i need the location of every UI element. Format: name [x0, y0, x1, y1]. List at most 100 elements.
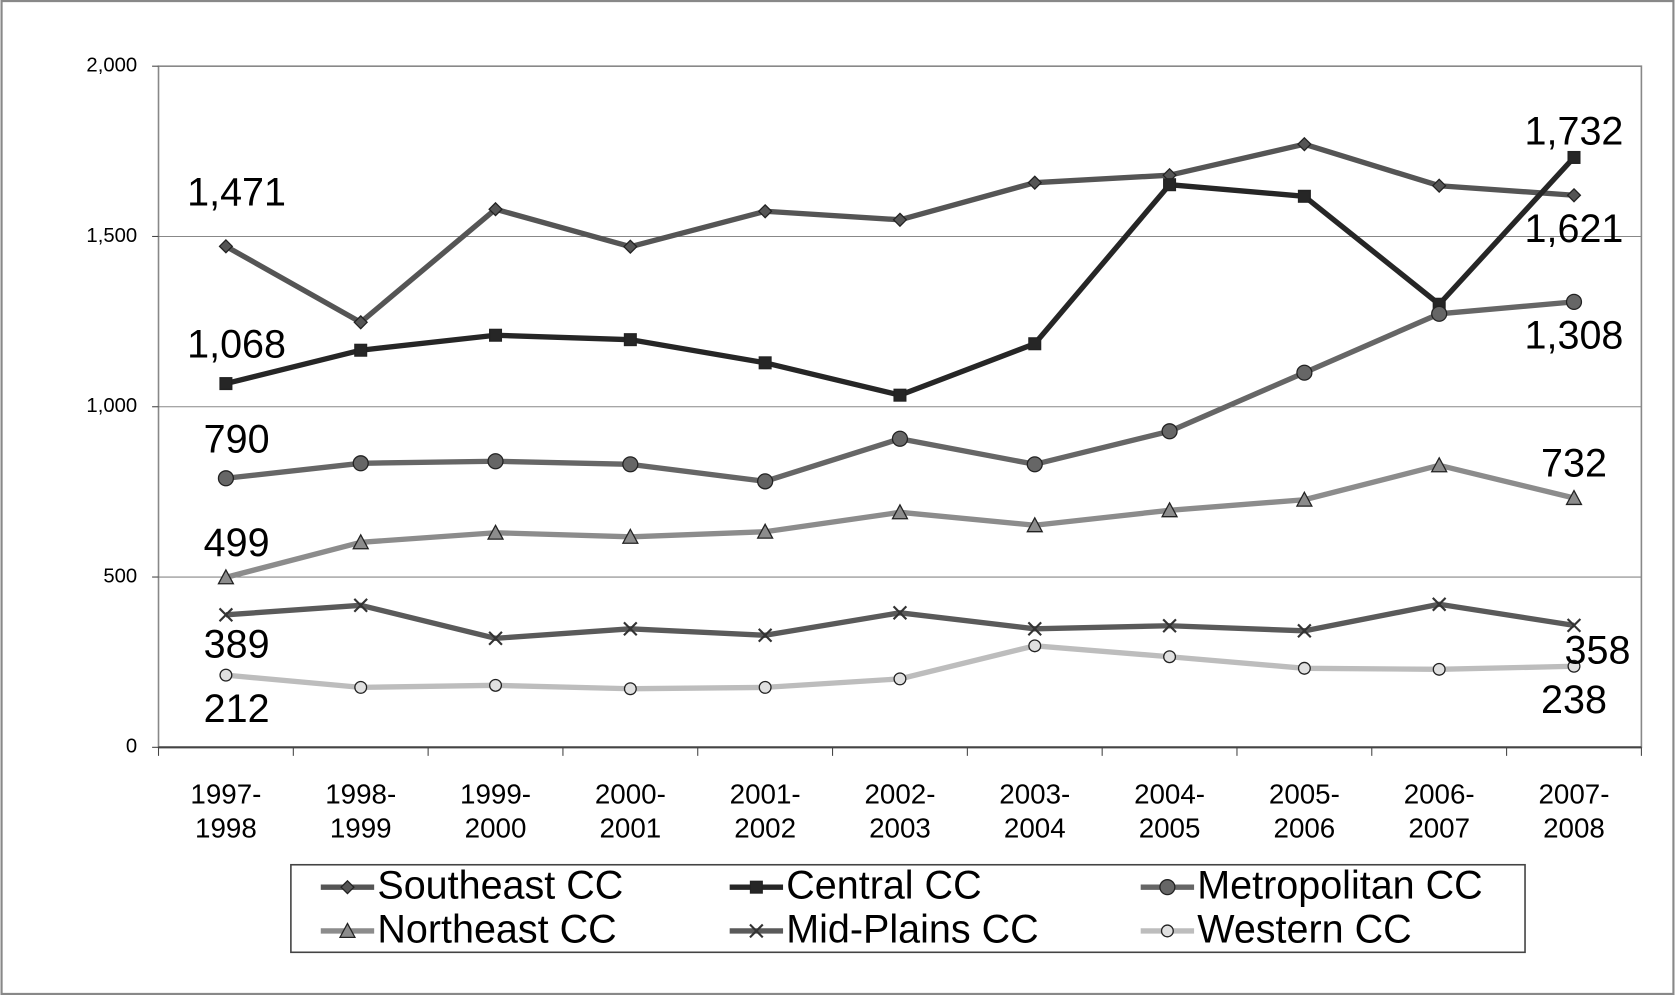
x-tick-label: 1999-2000 — [460, 779, 531, 844]
data-label: 212 — [204, 687, 270, 731]
marker — [1160, 924, 1174, 938]
marker — [352, 533, 370, 550]
marker — [1162, 618, 1177, 633]
marker — [1297, 661, 1311, 675]
x-tick-label-line: 1998- — [325, 779, 396, 810]
marker — [340, 879, 355, 895]
x-tick-label-line: 2008 — [1543, 813, 1605, 844]
marker — [1295, 490, 1313, 507]
y-tick-label: 500 — [103, 565, 137, 587]
x-tick-label-line: 2000 — [465, 813, 527, 844]
x-tick-label-line: 2004- — [1134, 779, 1205, 810]
marker — [1565, 489, 1583, 506]
x-tick-label: 2005-2006 — [1269, 779, 1340, 844]
x-tick-label-line: 1999- — [460, 779, 531, 810]
marker — [622, 456, 639, 473]
data-label: 790 — [204, 417, 270, 461]
legend-label: Southeast CC — [377, 864, 623, 908]
marker — [621, 528, 639, 544]
y-tick-label: 1,000 — [86, 395, 137, 417]
data-label: 499 — [204, 521, 270, 565]
marker — [623, 333, 637, 347]
legend-label: Mid-Plains CC — [786, 907, 1038, 951]
x-tick-label-line: 1999 — [330, 813, 392, 844]
marker — [1026, 516, 1044, 533]
marker — [891, 503, 909, 520]
marker — [1566, 187, 1582, 203]
x-tick-label: 2000-2001 — [595, 779, 666, 844]
marker — [1431, 178, 1447, 194]
marker — [1432, 662, 1446, 676]
marker — [758, 680, 772, 694]
marker — [1161, 501, 1179, 518]
x-tick-label-line: 2002- — [864, 779, 935, 810]
y-tick-label: 1,500 — [86, 225, 137, 247]
marker — [1567, 150, 1581, 164]
marker — [1028, 337, 1042, 351]
marker — [353, 314, 369, 330]
x-tick-label: 2003-2004 — [999, 779, 1070, 844]
legend-item: Southeast CC — [320, 864, 623, 908]
legend-label: Central CC — [786, 864, 981, 908]
marker — [1430, 456, 1448, 473]
marker — [217, 470, 235, 487]
x-tick-label: 2001-2002 — [730, 779, 801, 844]
marker — [1159, 879, 1176, 896]
marker — [749, 880, 763, 894]
marker — [218, 239, 234, 254]
data-label: 1,732 — [1525, 109, 1624, 153]
marker — [487, 453, 504, 470]
x-tick-label-line: 2004 — [1004, 813, 1066, 844]
marker — [892, 212, 908, 228]
x-tick-label-line: 1998 — [195, 813, 257, 844]
marker — [758, 356, 772, 370]
marker — [489, 328, 503, 342]
marker — [1431, 305, 1448, 322]
marker — [756, 522, 774, 539]
marker — [1565, 293, 1583, 310]
marker — [757, 628, 773, 643]
x-tick-label-line: 1997- — [190, 779, 261, 810]
data-label: 1,308 — [1525, 314, 1624, 358]
marker — [1163, 178, 1177, 192]
data-label: 1,471 — [187, 171, 286, 215]
x-tick-label-line: 2005 — [1139, 813, 1201, 844]
marker — [623, 239, 638, 255]
x-tick-label: 1997-1998 — [190, 779, 261, 844]
data-label: 1,621 — [1525, 207, 1624, 251]
x-tick-label-line: 2002 — [734, 813, 796, 844]
marker — [1566, 618, 1582, 633]
legend-item: Metropolitan CC — [1140, 864, 1483, 908]
marker — [893, 672, 907, 686]
marker — [489, 678, 503, 692]
marker — [623, 682, 637, 696]
x-tick-label-line: 2006- — [1404, 779, 1475, 810]
data-label: 389 — [204, 622, 270, 666]
legend-label: Metropolitan CC — [1197, 864, 1482, 908]
y-tick-label: 2,000 — [86, 55, 137, 77]
marker — [893, 388, 907, 402]
data-label: 732 — [1541, 441, 1607, 485]
x-tick-label-line: 2000- — [595, 779, 666, 810]
x-tick-label-line: 2005- — [1269, 779, 1340, 810]
marker — [1296, 364, 1313, 381]
marker — [488, 631, 503, 646]
marker — [1027, 621, 1042, 636]
legend-item: Western CC — [1140, 907, 1412, 951]
legend-label: Northeast CC — [377, 907, 616, 951]
marker — [354, 343, 368, 357]
marker — [1297, 136, 1312, 152]
marker — [219, 377, 233, 391]
legend-box — [290, 863, 1526, 954]
x-tick-label-line: 2001- — [730, 779, 801, 810]
x-tick-label-line: 2003 — [869, 813, 931, 844]
marker — [1297, 189, 1311, 203]
x-tick-label-line: 2001 — [599, 813, 661, 844]
marker — [1027, 175, 1043, 190]
x-tick-label: 1998-1999 — [325, 779, 396, 844]
marker — [1567, 659, 1581, 673]
marker — [218, 607, 234, 622]
marker — [1163, 650, 1177, 664]
